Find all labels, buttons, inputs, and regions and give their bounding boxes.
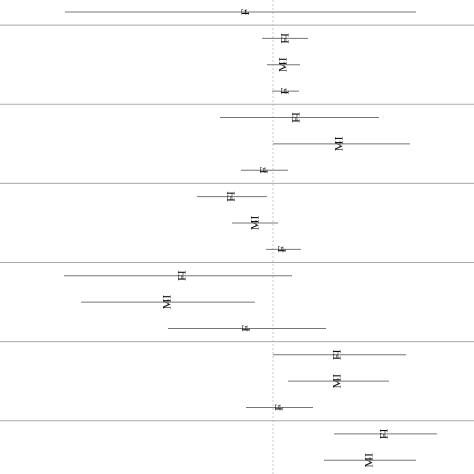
- row-label: F: [239, 325, 253, 332]
- row-label: FI: [330, 349, 344, 360]
- row-label: MI: [362, 453, 376, 468]
- row-label: FI: [175, 270, 189, 281]
- row-label: MI: [248, 216, 262, 231]
- row-label: F: [257, 167, 271, 174]
- row-label: F: [272, 404, 286, 411]
- row-label: FI: [377, 429, 391, 440]
- row-label: MI: [332, 137, 346, 152]
- row-label: MI: [160, 295, 174, 310]
- row-label: MI: [330, 374, 344, 389]
- row-label: FI: [224, 191, 238, 202]
- row-label: FI: [289, 112, 303, 123]
- row-label: F: [238, 8, 252, 15]
- row-label: F: [278, 87, 292, 94]
- row-label: FI: [278, 33, 292, 44]
- row-label: F: [275, 246, 289, 253]
- row-label: MI: [276, 57, 290, 72]
